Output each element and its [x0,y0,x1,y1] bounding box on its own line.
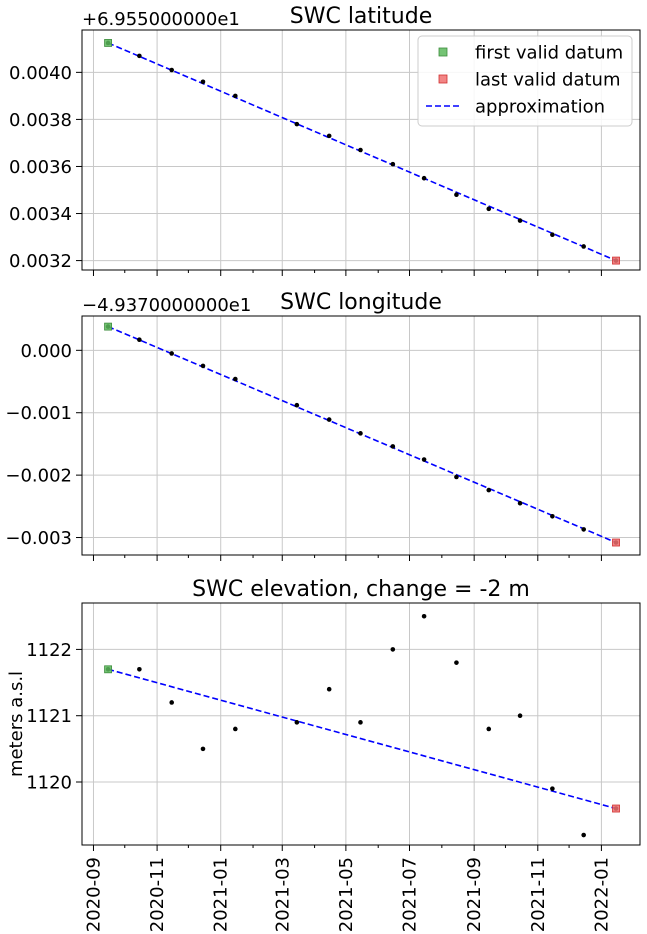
data-point [358,720,363,725]
first-valid-datum-marker [104,322,112,331]
data-point [137,667,142,672]
legend-marker [438,47,448,57]
legend-box [417,35,633,127]
data-point [200,746,206,752]
y-tick-label: 0.0038 [9,110,72,131]
y-tick-label: 0.0040 [9,63,72,84]
panel-2: −0.003 −0.002 −0.001 0.000 SWC longitude −4.9… [5,290,641,561]
data-point [581,527,586,532]
data-point [550,514,555,519]
x-tick-label: 2021-05 [336,857,357,932]
legend-label: first valid datum [475,43,623,64]
data-point [517,500,523,506]
data-point [294,720,300,725]
legend: first valid datum last valid datum approxi… [417,35,633,127]
y-tick-label: −0.003 [5,528,72,549]
data-point [550,786,555,791]
data-point [326,686,332,692]
data-point [454,660,459,665]
y-tick-label: 1122 [26,640,72,661]
x-tick-label: 2021-11 [528,857,549,932]
x-tick-label: 2020-09 [83,857,104,932]
panel-1: 0.0032 0.0034 0.0036 0.0038 0.0040 SWC latitu… [9,4,641,276]
data-point [233,93,238,99]
data-point [390,161,396,167]
y-tick-label: 0.0036 [9,157,72,178]
data-point [233,376,238,382]
data-point [294,402,300,408]
axis-offset-text: −4.9370000000e1 [82,295,251,316]
data-point [454,192,459,198]
data-point [137,53,142,59]
data-point [581,832,586,838]
first-valid-datum-marker [104,39,112,47]
y-axis-label: meters a.s.l [6,671,27,777]
data-point [390,444,396,449]
data-point [421,457,427,462]
axes-frame [81,315,641,556]
data-point [517,218,523,223]
legend-label: approximation [475,97,605,118]
chart-title: SWC latitude [290,4,432,29]
y-tick-label: 0.000 [20,341,72,362]
data-point [294,121,300,127]
data-point [326,417,332,422]
panel-3: 2020-09 2020-11 2021-01 2021-03 2021-05 2021-… [6,577,641,932]
legend-marker [438,74,448,84]
data-point [169,351,174,356]
chart-title: SWC longitude [280,290,442,315]
x-tick-label: 2021-03 [272,857,293,932]
data-point [200,79,206,85]
data-point [421,613,427,619]
x-tick-label: 2022-01 [591,857,612,932]
x-tick-label: 2021-07 [399,857,420,932]
y-tick-label: −0.002 [5,466,72,487]
data-point [233,726,238,732]
data-point [390,647,396,652]
data-point [421,175,427,181]
data-point [169,67,174,73]
x-tick-label: 2020-11 [147,857,168,932]
data-point [517,713,523,719]
data-point [358,147,363,153]
data-point [550,232,555,238]
data-point [581,244,586,249]
axis-offset-text: +6.955000000e1 [82,9,240,30]
y-tick-label: −0.001 [5,403,72,424]
data-point [200,363,206,369]
data-point [454,474,459,480]
data-point [326,133,332,139]
data-point [169,700,174,705]
last-valid-datum-marker [612,538,620,547]
data-point [486,726,492,732]
approximation-line [107,42,617,262]
last-valid-datum-marker [612,256,620,265]
first-valid-datum-marker [104,665,112,674]
legend-label: last valid datum [475,70,620,91]
last-valid-datum-marker [612,804,620,813]
data-point [358,431,363,436]
y-tick-label: 0.0032 [9,251,72,272]
y-tick-label: 0.0034 [9,204,72,225]
y-tick-label: 1120 [26,773,72,794]
chart-title: SWC elevation, change = -2 m [192,577,530,602]
data-point [486,487,492,493]
axes-frame [81,602,641,846]
axes-frame [81,29,641,271]
data-point [486,206,492,212]
x-tick-label: 2021-09 [464,857,485,932]
data-point [137,337,142,343]
x-tick-label: 2021-01 [211,857,232,932]
approximation-line [107,668,617,810]
y-tick-label: 1121 [26,706,72,727]
